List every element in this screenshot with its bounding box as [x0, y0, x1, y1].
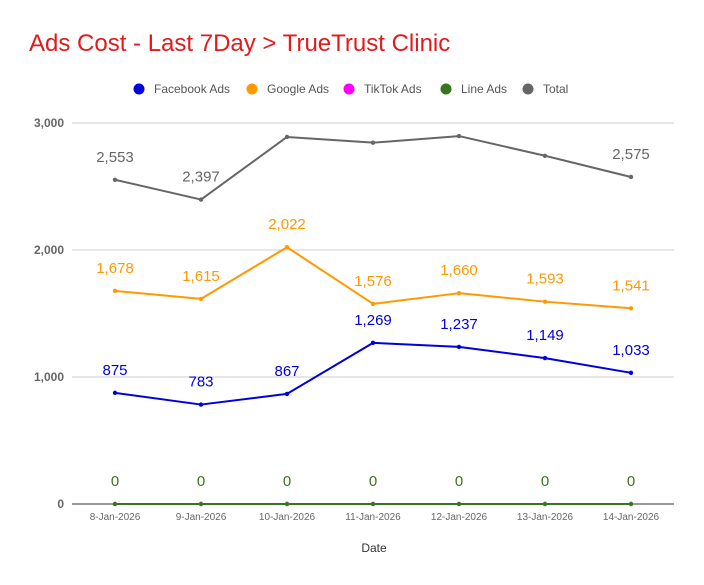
legend-label: TikTok Ads — [364, 82, 422, 96]
data-point-google-ads — [628, 306, 634, 311]
legend-marker — [522, 83, 534, 95]
legend-label: Total — [543, 82, 568, 96]
data-point-line-ads — [112, 501, 118, 507]
x-tick-label: 14-Jan-2026 — [603, 512, 660, 523]
legend-label: Line Ads — [461, 82, 507, 96]
x-tick-label: 11-Jan-2026 — [345, 512, 401, 523]
data-point-facebook-ads — [370, 340, 376, 346]
legend-item-facebook-ads[interactable]: Facebook Ads — [133, 82, 231, 96]
data-point-facebook-ads — [198, 402, 204, 407]
data-label-line-ads: 0 — [111, 473, 119, 490]
data-label-facebook-ads: 867 — [274, 363, 299, 380]
data-point-google-ads — [198, 296, 204, 302]
data-label-google-ads: 1,593 — [526, 271, 564, 288]
legend-item-total[interactable]: Total — [522, 82, 569, 96]
x-tick-label: 9-Jan-2026 — [176, 512, 227, 523]
data-label-facebook-ads: 1,033 — [612, 342, 650, 359]
data-label-google-ads: 2,022 — [268, 216, 306, 233]
x-tick-label: 12-Jan-2026 — [431, 512, 488, 523]
legend-item-tiktok-ads[interactable]: TikTok Ads — [343, 82, 422, 96]
data-point-facebook-ads — [112, 390, 118, 396]
data-label-google-ads: 1,541 — [612, 277, 650, 294]
data-point-facebook-ads — [542, 355, 548, 361]
data-point-facebook-ads — [284, 391, 290, 397]
data-point-line-ads — [284, 501, 290, 507]
legend-marker — [343, 83, 355, 95]
y-tick-label: 1,000 — [34, 370, 64, 384]
x-tick-label: 13-Jan-2026 — [517, 512, 574, 523]
legend-item-line-ads[interactable]: Line Ads — [440, 82, 508, 96]
data-label-line-ads: 0 — [627, 473, 635, 490]
data-point-line-ads — [456, 501, 462, 507]
data-label-line-ads: 0 — [283, 473, 291, 490]
data-label-facebook-ads: 1,237 — [440, 316, 478, 333]
data-point-google-ads — [456, 290, 462, 296]
data-label-google-ads: 1,576 — [354, 273, 392, 290]
data-point-google-ads — [370, 301, 376, 307]
legend-label: Facebook Ads — [154, 82, 230, 96]
data-label-google-ads: 1,678 — [96, 260, 134, 277]
legend-item-google-ads[interactable]: Google Ads — [246, 82, 330, 96]
data-label-line-ads: 0 — [541, 473, 549, 490]
legend-marker — [246, 83, 258, 95]
data-label-facebook-ads: 875 — [102, 362, 127, 379]
data-point-line-ads — [370, 501, 376, 507]
x-tick-label: 10-Jan-2026 — [259, 512, 316, 523]
data-point-line-ads — [628, 501, 634, 507]
data-point-line-ads — [198, 501, 204, 507]
legend-marker — [440, 83, 452, 95]
data-label-google-ads: 1,660 — [440, 262, 478, 279]
data-label-facebook-ads: 783 — [188, 374, 213, 391]
y-tick-label: 2,000 — [34, 243, 64, 257]
y-tick-label: 0 — [57, 497, 64, 511]
legend-marker — [133, 83, 145, 95]
data-point-total — [370, 140, 376, 145]
data-point-total — [112, 177, 118, 182]
data-label-facebook-ads: 1,149 — [526, 327, 564, 344]
data-label-facebook-ads: 1,269 — [354, 312, 392, 329]
data-point-facebook-ads — [456, 344, 462, 350]
y-tick-label: 3,000 — [34, 116, 64, 130]
data-point-total — [456, 133, 462, 139]
data-label-line-ads: 0 — [369, 473, 377, 490]
chart-title: Ads Cost - Last 7Day > TrueTrust Clinic — [29, 30, 451, 57]
data-label-total: 2,397 — [182, 169, 220, 186]
data-label-total: 2,575 — [612, 146, 650, 163]
data-label-google-ads: 1,615 — [182, 268, 220, 285]
data-point-total — [542, 153, 548, 158]
data-label-total: 2,553 — [96, 149, 134, 166]
data-point-total — [284, 134, 290, 140]
data-label-line-ads: 0 — [455, 473, 463, 490]
data-point-google-ads — [284, 245, 290, 250]
data-point-total — [198, 197, 204, 202]
data-point-line-ads — [542, 501, 548, 507]
data-point-facebook-ads — [628, 370, 634, 376]
x-axis-title: Date — [361, 541, 387, 555]
data-point-google-ads — [542, 299, 548, 304]
legend-label: Google Ads — [267, 82, 329, 96]
data-point-total — [628, 174, 634, 180]
data-label-line-ads: 0 — [197, 473, 205, 490]
data-point-google-ads — [112, 288, 118, 294]
x-tick-label: 8-Jan-2026 — [90, 512, 141, 523]
